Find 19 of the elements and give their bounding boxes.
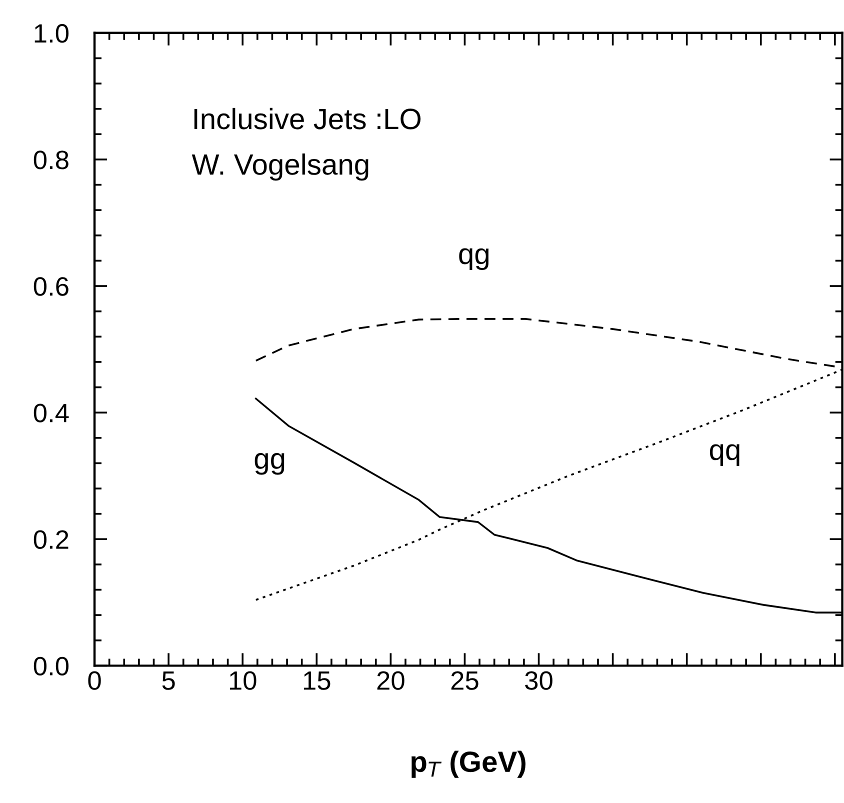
x-tick-label: 25: [451, 671, 478, 690]
series-label: qq: [710, 444, 740, 466]
x-tick-label: 10: [230, 671, 256, 690]
y-tick-label: 0.6: [34, 277, 68, 296]
x-tick-label: 15: [304, 672, 330, 690]
y-tick-label: 0.8: [34, 150, 68, 170]
y-tick-label: 0.4: [34, 404, 69, 422]
x-tick-label: 5: [162, 672, 175, 690]
x-tick-label: 0: [88, 671, 101, 690]
annotation: W. Vogelsang: [192, 153, 368, 181]
series-label: qg: [459, 248, 489, 270]
y-tick-label: 0.0: [34, 656, 68, 676]
x-axis-title: p$_{T}$ (GeV): [412, 750, 526, 778]
annotation: Inclusive Jets :LO: [194, 108, 421, 130]
series-label: gg: [254, 453, 284, 475]
x-tick-label: 20: [377, 671, 404, 690]
x-tick-label: 30: [525, 671, 552, 690]
y-tick-label: 1.0: [34, 24, 68, 43]
y-tick-label: 0.2: [34, 530, 68, 549]
